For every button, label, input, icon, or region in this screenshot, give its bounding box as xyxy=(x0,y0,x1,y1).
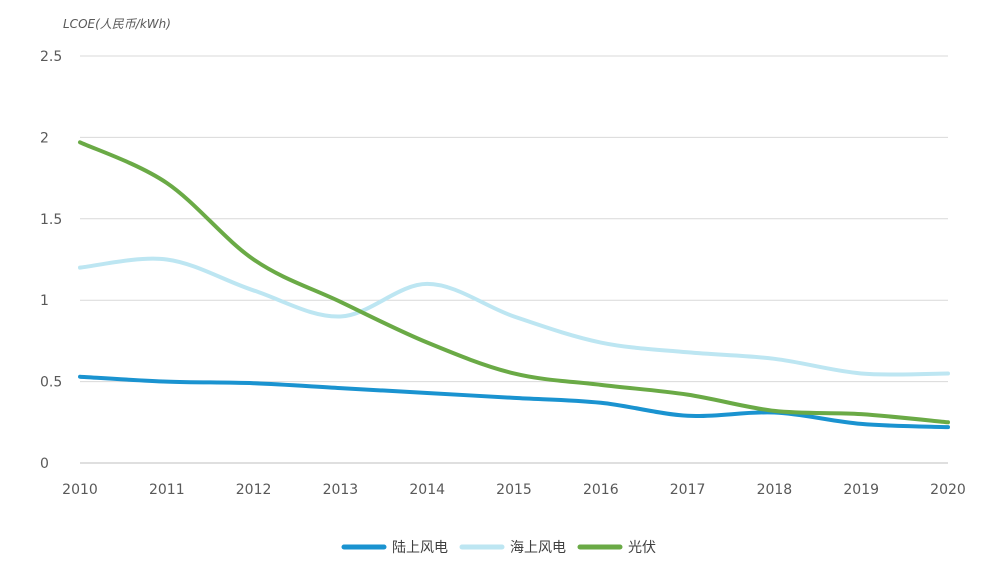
x-tick-label: 2016 xyxy=(583,482,619,498)
y-tick-label: 0.5 xyxy=(40,375,62,391)
y-tick-label: 1 xyxy=(40,293,49,309)
y-tick-label: 1.5 xyxy=(40,212,62,228)
y-tick-label: 0 xyxy=(40,456,49,472)
legend-label: 海上风电 xyxy=(510,540,566,556)
x-tick-label: 2017 xyxy=(670,482,706,498)
legend-label: 陆上风电 xyxy=(392,540,448,556)
series-line-1 xyxy=(78,256,950,377)
series-line-0 xyxy=(78,374,950,430)
x-tick-label: 2019 xyxy=(843,482,879,498)
gridlines xyxy=(80,55,948,464)
x-tick-label: 2013 xyxy=(323,482,359,498)
y-tick-label: 2.5 xyxy=(40,49,62,65)
x-tick-label: 2010 xyxy=(62,482,98,498)
y-tick-label: 2 xyxy=(40,130,49,146)
x-tick-labels: 2010 2011 2012 2013 2014 2015 2016 2017 2018 2019… xyxy=(62,482,966,498)
y-tick-labels: 0 0.5 1 1.5 2 2.5 xyxy=(40,49,62,472)
x-tick-label: 2012 xyxy=(236,482,272,498)
series-line-2 xyxy=(78,140,950,425)
series-lines xyxy=(78,140,950,430)
x-tick-label: 2020 xyxy=(930,482,966,498)
x-tick-label: 2018 xyxy=(757,482,793,498)
legend: 陆上风电 海上风电 光伏 xyxy=(341,540,656,556)
x-tick-label: 2015 xyxy=(496,482,532,498)
x-tick-label: 2011 xyxy=(149,482,185,498)
y-axis-label: LCOE(人民币/kWh) xyxy=(63,17,171,31)
legend-label: 光伏 xyxy=(628,540,656,556)
x-tick-label: 2014 xyxy=(409,482,445,498)
